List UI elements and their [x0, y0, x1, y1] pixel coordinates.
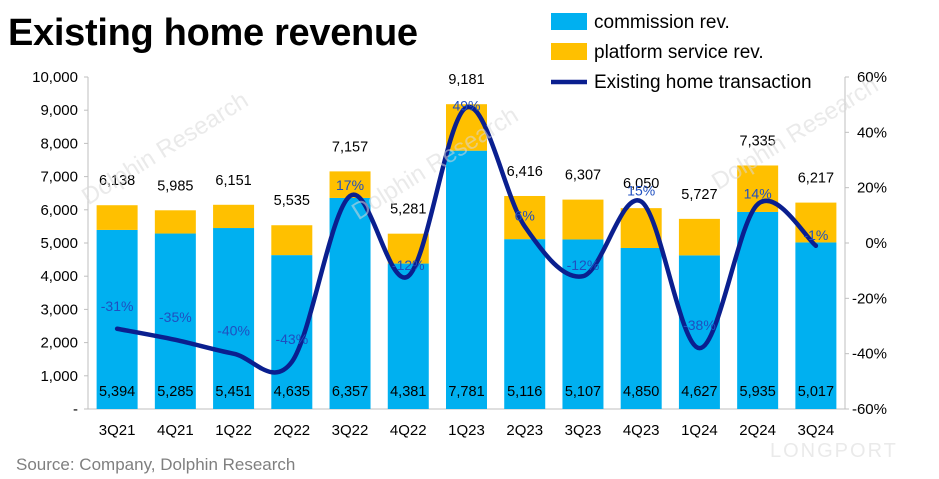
commission-label: 5,451 [215, 384, 251, 400]
total-label: 6,050 [623, 176, 659, 192]
total-label: 6,138 [99, 173, 135, 189]
total-label: 6,217 [798, 171, 834, 187]
right-tick-label: 60% [857, 69, 887, 86]
right-tick-label: 20% [857, 180, 887, 197]
pct-label: -31% [101, 298, 134, 314]
left-tick-label: 4,000 [40, 268, 78, 285]
pct-label: -12% [392, 257, 425, 273]
total-label: 7,157 [332, 139, 368, 155]
pct-label: 17% [336, 177, 364, 193]
x-tick-label: 4Q23 [623, 422, 660, 439]
bar-platform [154, 210, 196, 234]
legend-label-platform: platform service rev. [594, 42, 764, 63]
bar-platform [678, 218, 720, 256]
pct-label: -1% [803, 227, 828, 243]
bar-platform [562, 199, 604, 240]
bar-commission [329, 197, 371, 409]
total-label: 5,535 [274, 193, 310, 209]
x-tick-label: 3Q24 [798, 422, 835, 439]
right-tick-label: -20% [852, 290, 887, 307]
legend-label-commission: commission rev. [594, 12, 730, 33]
x-tick-label: 1Q24 [681, 422, 718, 439]
commission-label: 6,357 [332, 384, 368, 400]
pct-label: -43% [275, 331, 308, 347]
left-tick-label: 3,000 [40, 301, 78, 318]
legend-swatch-commission [551, 13, 587, 30]
x-tick-label: 3Q23 [565, 422, 602, 439]
x-tick-label: 4Q21 [157, 422, 194, 439]
commission-label: 4,381 [390, 384, 426, 400]
left-tick-label: - [73, 401, 78, 418]
bar-commission [387, 263, 429, 409]
total-label: 5,985 [157, 178, 193, 194]
commission-label: 5,116 [507, 384, 542, 400]
left-tick-label: 6,000 [40, 202, 78, 219]
x-tick-label: 4Q22 [390, 422, 427, 439]
commission-label: 5,017 [798, 384, 834, 400]
left-tick-label: 10,000 [32, 69, 78, 86]
total-label: 6,307 [565, 168, 601, 184]
bar-commission [504, 239, 546, 409]
x-tick-label: 3Q21 [99, 422, 136, 439]
right-tick-label: -40% [852, 346, 887, 363]
bar-commission [795, 242, 837, 409]
x-tick-label: 2Q23 [506, 422, 543, 439]
total-label: 6,151 [215, 173, 251, 189]
commission-label: 5,107 [565, 384, 601, 400]
pct-label: -35% [159, 309, 192, 325]
total-label: 9,181 [448, 72, 484, 88]
x-tick-label: 1Q23 [448, 422, 485, 439]
x-tick-label: 2Q22 [273, 422, 310, 439]
commission-label: 7,781 [448, 384, 484, 400]
pct-label: 49% [452, 97, 480, 113]
pct-label: 14% [744, 185, 772, 201]
x-tick-label: 1Q22 [215, 422, 252, 439]
legend-label-line: Existing home transaction [594, 72, 812, 93]
bar-commission [737, 211, 779, 409]
pct-label: 6% [515, 207, 535, 223]
bar-platform [271, 225, 313, 256]
pct-label: 15% [627, 183, 655, 199]
bar-commission [562, 239, 604, 409]
right-tick-label: 40% [857, 124, 887, 141]
right-tick-label: 0% [865, 235, 887, 252]
x-tick-label: 2Q24 [739, 422, 776, 439]
bar-platform [795, 202, 837, 243]
commission-label: 4,850 [623, 384, 659, 400]
left-tick-label: 5,000 [40, 235, 78, 252]
bar-platform [213, 204, 255, 229]
source-note: Source: Company, Dolphin Research [16, 455, 296, 474]
commission-label: 5,285 [157, 384, 193, 400]
bar-commission [620, 247, 662, 409]
bar-platform [96, 205, 138, 230]
commission-label: 5,394 [99, 384, 135, 400]
bar-commission [446, 150, 487, 409]
total-label: 5,727 [681, 187, 717, 203]
commission-label: 4,627 [681, 384, 717, 400]
bar-commission [154, 233, 196, 409]
bar-commission [96, 229, 138, 409]
left-tick-label: 8,000 [40, 135, 78, 152]
total-label: 6,416 [507, 164, 543, 180]
commission-label: 4,635 [274, 384, 310, 400]
left-tick-label: 9,000 [40, 102, 78, 119]
x-tick-label: 3Q22 [332, 422, 369, 439]
total-label: 7,335 [740, 133, 776, 149]
pct-label: -38% [683, 317, 716, 333]
pct-label: -12% [567, 257, 600, 273]
bar-commission [213, 228, 255, 409]
total-label: 5,281 [390, 202, 426, 218]
left-tick-label: 2,000 [40, 335, 78, 352]
watermark: LONGPORT [770, 440, 898, 462]
legend-swatch-platform [551, 43, 587, 60]
chart-title: Existing home revenue [8, 12, 418, 54]
pct-label: -40% [217, 323, 250, 339]
left-tick-label: 7,000 [40, 169, 78, 186]
left-tick-label: 1,000 [40, 368, 78, 385]
commission-label: 5,935 [740, 384, 776, 400]
right-tick-label: -60% [852, 401, 887, 418]
